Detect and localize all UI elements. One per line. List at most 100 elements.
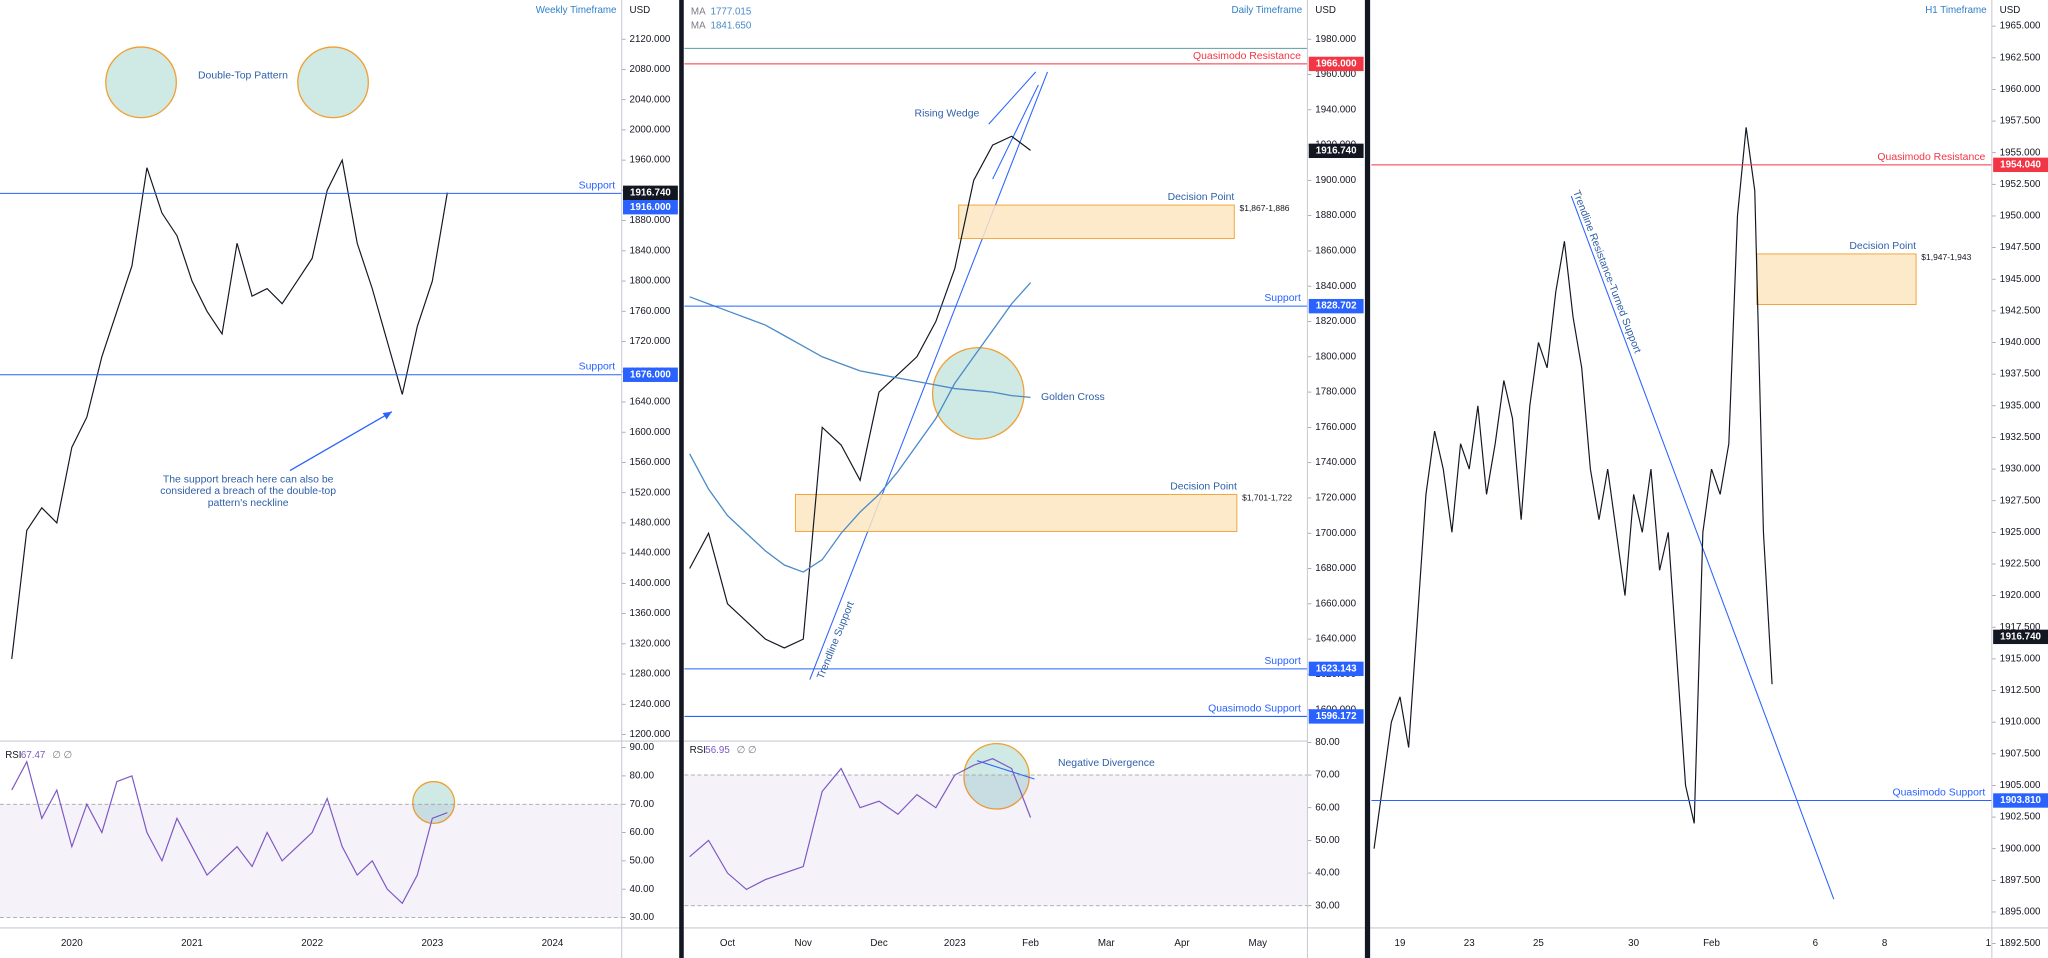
x-tick-label: 25 xyxy=(1533,938,1544,949)
y-tick-label: 80.00 xyxy=(1315,737,1340,748)
y-tick-label: 2040.000 xyxy=(630,94,671,105)
rsi-band xyxy=(684,775,1308,906)
x-tick-label: 8 xyxy=(1882,938,1888,949)
x-tick-label: 1 xyxy=(1986,938,1991,949)
y-tick-label: 1915.000 xyxy=(2000,653,2041,664)
y-tick-label: 60.00 xyxy=(1315,802,1340,813)
charts: Weekly Timeframe USD 2120.000 2080.000 2040.… xyxy=(0,5,2048,949)
annotation: Double-Top Pattern xyxy=(198,71,288,82)
price-label: 1916.740 xyxy=(2000,631,2041,642)
level-name: Quasimodo Support xyxy=(1892,787,1985,798)
y-tick-label: 50.00 xyxy=(1315,835,1340,846)
y-tick-label: 1897.500 xyxy=(2000,875,2041,886)
price-label: 1676.000 xyxy=(630,369,671,380)
annotation: The support breach here can also be xyxy=(163,474,334,485)
x-tick-label: 2021 xyxy=(181,938,203,949)
rsi-name: RSI xyxy=(5,750,21,761)
panel-title: Daily Timeframe xyxy=(1232,5,1303,16)
y-tick-label: 1480.000 xyxy=(630,517,671,528)
x-tick-label: 2023 xyxy=(421,938,443,949)
x-tick-label: 2020 xyxy=(61,938,83,949)
y-tick-label: 1720.000 xyxy=(630,336,671,347)
x-tick-label: Nov xyxy=(795,938,812,949)
y-tick-label: 1400.000 xyxy=(630,578,671,589)
y-tick-label: 1980.000 xyxy=(1315,34,1356,45)
price-label: 1916.740 xyxy=(630,187,671,198)
price-line xyxy=(1373,127,1773,849)
y-tick-label: 1945.000 xyxy=(2000,274,2041,285)
highlight-circle xyxy=(105,46,177,119)
rsi-value: 67.47 xyxy=(21,750,45,761)
annotation: considered a breach of the double-top xyxy=(160,486,336,497)
y-tick-label: 70.00 xyxy=(630,799,655,810)
y-tick-label: 1840.000 xyxy=(630,245,671,256)
ma-value: 1841.650 xyxy=(711,21,752,32)
price-label: 1916.740 xyxy=(1316,145,1357,156)
y-tick-label: 1942.500 xyxy=(2000,305,2041,316)
y-tick-label: 1900.000 xyxy=(1315,175,1356,186)
y-tick-label: 1560.000 xyxy=(630,457,671,468)
trendline xyxy=(809,71,1048,680)
ma-name: MA xyxy=(691,21,706,32)
x-tick-label: Oct xyxy=(720,938,735,949)
y-tick-label: 1880.000 xyxy=(1315,210,1356,221)
level-name: Support xyxy=(579,362,616,373)
y-tick-label: 1240.000 xyxy=(630,699,671,710)
y-tick-label: 1660.000 xyxy=(1315,598,1356,609)
price-label: 1828.702 xyxy=(1316,301,1357,312)
price-label: 1966.000 xyxy=(1316,59,1357,70)
arrow-head xyxy=(382,411,392,420)
y-tick-label: 1895.000 xyxy=(2000,907,2041,918)
y-tick-label: 40.00 xyxy=(1315,868,1340,879)
moving-average xyxy=(689,296,1031,399)
panel-separator xyxy=(1364,0,1371,958)
zone-range: $1,867-1,886 xyxy=(1240,203,1290,213)
y-tick-label: 1700.000 xyxy=(1315,528,1356,539)
x-tick-label: 2023 xyxy=(944,938,966,949)
y-tick-label: 1740.000 xyxy=(1315,457,1356,468)
price-label: 1903.810 xyxy=(2000,795,2041,806)
rsi-line xyxy=(689,758,1032,891)
y-tick-label: 1800.000 xyxy=(1315,351,1356,362)
y-tick-label: 1937.500 xyxy=(2000,369,2041,380)
y-tick-label: 1640.000 xyxy=(630,397,671,408)
price-label: 1596.172 xyxy=(1316,711,1357,722)
x-tick-label: Apr xyxy=(1174,938,1190,949)
level-name: Quasimodo Support xyxy=(1208,703,1301,714)
highlight-circle xyxy=(931,346,1025,440)
currency-label: USD xyxy=(1315,5,1336,16)
y-tick-label: 1840.000 xyxy=(1315,281,1356,292)
zone-name: Decision Point xyxy=(1170,481,1237,492)
rsi-flags: ∅ ∅ xyxy=(52,750,72,761)
y-tick-label: 1320.000 xyxy=(630,638,671,649)
y-tick-label: 1912.500 xyxy=(2000,685,2041,696)
rsi-line xyxy=(11,760,448,905)
y-tick-label: 1280.000 xyxy=(630,669,671,680)
y-tick-label: 1960.000 xyxy=(2000,84,2041,95)
y-tick-label: 1960.000 xyxy=(1315,69,1356,80)
y-tick-label: 2080.000 xyxy=(630,64,671,75)
y-tick-label: 70.00 xyxy=(1315,770,1340,781)
price-line xyxy=(11,158,448,659)
currency-label: USD xyxy=(2000,5,2021,16)
price-label-box xyxy=(623,185,678,201)
annotation: Rising Wedge xyxy=(915,108,980,119)
y-tick-label: 1920.000 xyxy=(2000,590,2041,601)
divergence-line xyxy=(976,760,1035,780)
y-tick-label: 1932.500 xyxy=(2000,432,2041,443)
y-tick-label: 1440.000 xyxy=(630,548,671,559)
price-label: 1916.000 xyxy=(630,202,671,213)
ma-value: 1777.015 xyxy=(711,6,752,17)
y-tick-label: 1600.000 xyxy=(630,427,671,438)
x-tick-label: May xyxy=(1249,938,1268,949)
y-tick-label: 1680.000 xyxy=(1315,563,1356,574)
y-tick-label: 1200.000 xyxy=(630,729,671,740)
x-tick-label: 19 xyxy=(1395,938,1406,949)
rsi-value: 56.95 xyxy=(705,745,730,756)
zone-range: $1,947-1,943 xyxy=(1921,252,1971,262)
rsi-pane xyxy=(0,742,622,928)
level-name: Quasimodo Resistance xyxy=(1193,51,1301,62)
y-tick-label: 1930.000 xyxy=(2000,464,2041,475)
